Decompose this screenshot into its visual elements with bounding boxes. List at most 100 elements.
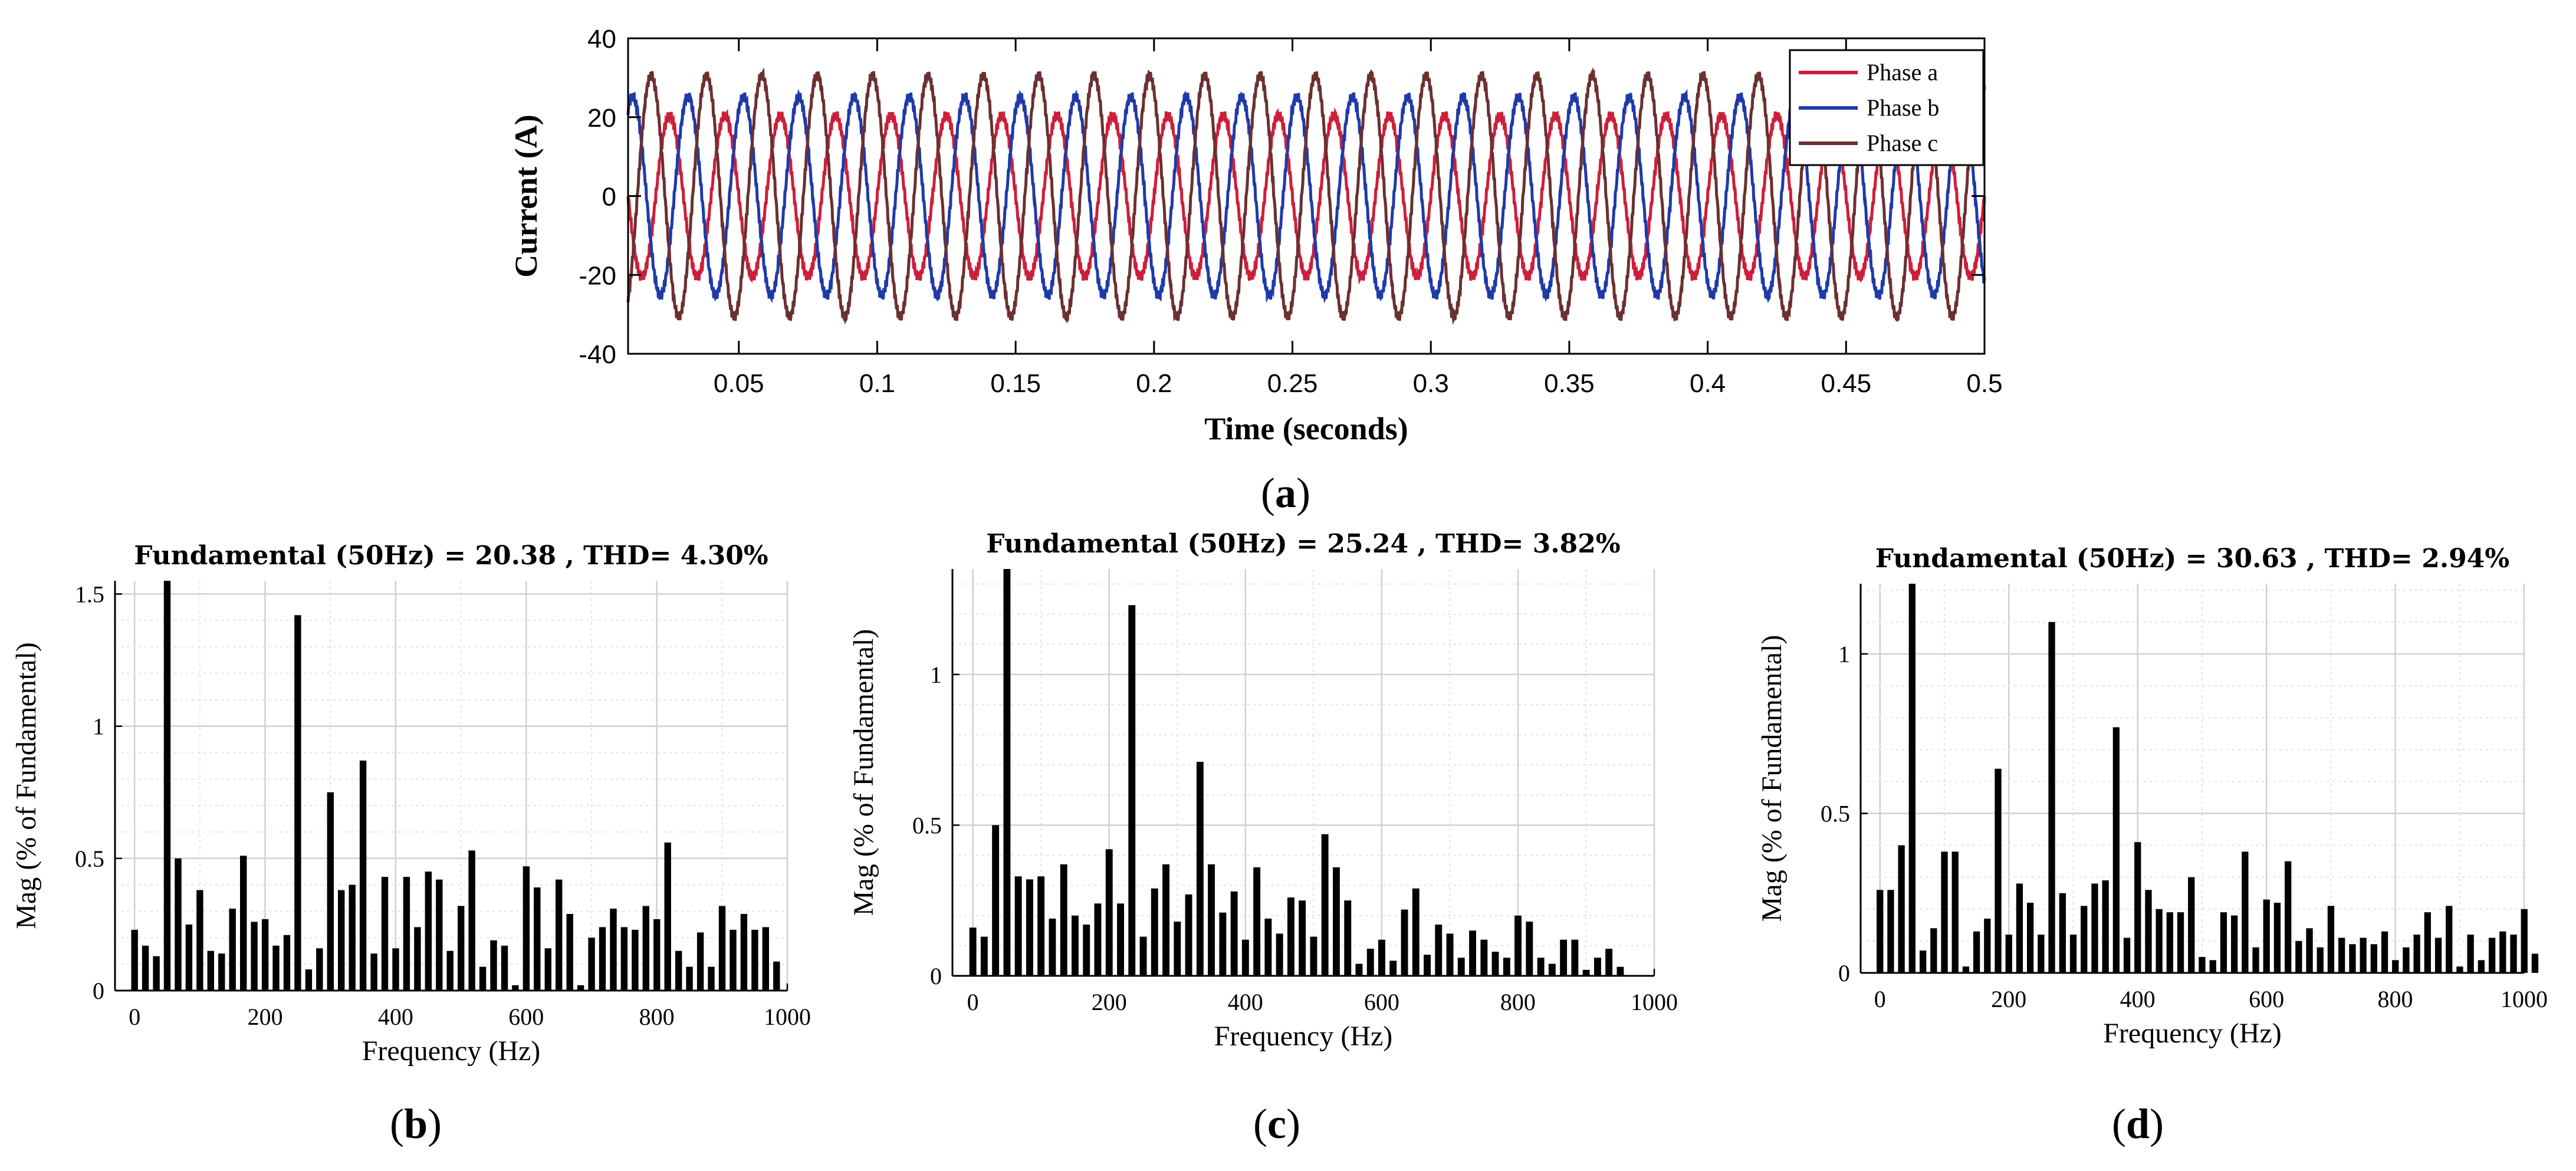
bar (1908, 584, 1915, 973)
chart-title: Fundamental (50Hz) = 30.63 , THD= 2.94% (1875, 544, 2509, 574)
bar (1355, 963, 1363, 976)
bar (425, 871, 432, 991)
bar (1003, 569, 1011, 976)
bar (338, 890, 345, 991)
bar (2273, 903, 2281, 973)
bar (2166, 912, 2173, 973)
bar (1208, 864, 1215, 976)
y-tick-label: 1 (93, 713, 104, 740)
bar (142, 945, 149, 991)
bar (436, 879, 443, 991)
bar (1480, 939, 1488, 976)
y-tick-label: 0.5 (75, 846, 104, 872)
y-tick-label: -40 (579, 340, 616, 369)
chart-b: 0 0.5 1 1.5 0 200 400 600 800 1000 Frequency (Hz) M… (11, 541, 811, 1067)
bar (1877, 890, 1884, 973)
bar (1151, 888, 1158, 976)
bar (1264, 918, 1272, 976)
bar (1514, 915, 1522, 976)
y-tick-label: 0 (93, 978, 104, 1004)
x-tick-label: 600 (508, 1004, 544, 1030)
bar (534, 887, 541, 991)
bar (610, 909, 617, 991)
x-tick-label: 0 (967, 989, 979, 1015)
bar (696, 932, 704, 991)
bar (153, 956, 160, 991)
bar (1014, 876, 1022, 976)
bar (1526, 922, 1533, 976)
bar (664, 842, 671, 991)
bar (2156, 909, 2163, 973)
chart-title: Fundamental (50Hz) = 25.24 , THD= 3.82% (986, 529, 1620, 559)
bar (501, 945, 508, 991)
bar (2499, 931, 2506, 973)
legend-entry: Phase a (1867, 59, 1938, 85)
x-tick-label: 0.4 (1690, 369, 1726, 398)
bar (2016, 883, 2023, 973)
caption-b: (b) (390, 1100, 442, 1147)
bar (642, 906, 649, 991)
bar (1333, 867, 1340, 976)
bar (512, 985, 519, 991)
bar (675, 950, 682, 991)
y-tick-label: 1 (1838, 641, 1850, 667)
y-tick-label: 40 (587, 25, 616, 54)
bar (2123, 938, 2131, 973)
bar (1973, 931, 1980, 973)
bar (718, 906, 726, 991)
x-tick-label: 1000 (764, 1004, 811, 1030)
bar (2231, 915, 2238, 973)
bar (414, 927, 421, 991)
x-tick-label: 400 (378, 1004, 413, 1030)
bar (740, 914, 748, 991)
x-tick-label: 800 (639, 1004, 675, 1030)
y-tick-label: 0.5 (1821, 801, 1850, 827)
bar (577, 985, 584, 991)
bar (2327, 906, 2335, 973)
bar (2177, 912, 2184, 973)
bar (632, 929, 639, 991)
bar (1105, 849, 1113, 976)
bar (2317, 947, 2324, 973)
bar (1230, 891, 1238, 976)
bar (131, 929, 138, 991)
bar (1571, 939, 1579, 976)
caption-c: (c) (1253, 1100, 1300, 1147)
bar (2005, 935, 2012, 973)
bar (2381, 931, 2388, 973)
bar (556, 879, 563, 991)
x-axis-label: Time (seconds) (1204, 411, 1408, 446)
x-axis-label: Frequency (Hz) (362, 1035, 541, 1067)
bar (1560, 939, 1568, 976)
bar (1287, 897, 1294, 976)
x-tick-label: 0.25 (1267, 369, 1318, 398)
bar (175, 858, 182, 991)
bar (2434, 938, 2442, 973)
bar (229, 909, 236, 991)
bar (2456, 966, 2463, 973)
x-tick-label: 800 (1500, 989, 1536, 1015)
bar (1548, 963, 1556, 976)
bar (261, 919, 269, 991)
bar (2446, 906, 2453, 973)
bar (381, 877, 389, 991)
bar (1930, 928, 1937, 973)
bar (1139, 936, 1147, 976)
bar (1174, 922, 1181, 976)
bar (185, 924, 193, 991)
bar (1072, 915, 1079, 976)
bar (2263, 899, 2270, 973)
bar (1594, 958, 1601, 976)
bar (2145, 890, 2152, 973)
bar (1898, 845, 1905, 973)
bar (370, 953, 377, 991)
bar (566, 914, 573, 991)
plot-area (115, 581, 787, 991)
bar (1253, 867, 1261, 976)
bar (1984, 919, 1991, 973)
x-tick-label: 1000 (2501, 986, 2548, 1012)
bar (2038, 935, 2045, 973)
x-tick-label: 0.35 (1544, 369, 1595, 398)
y-axis-label: Mag (% of Fundamental) (11, 642, 42, 929)
bar (1196, 762, 1204, 976)
